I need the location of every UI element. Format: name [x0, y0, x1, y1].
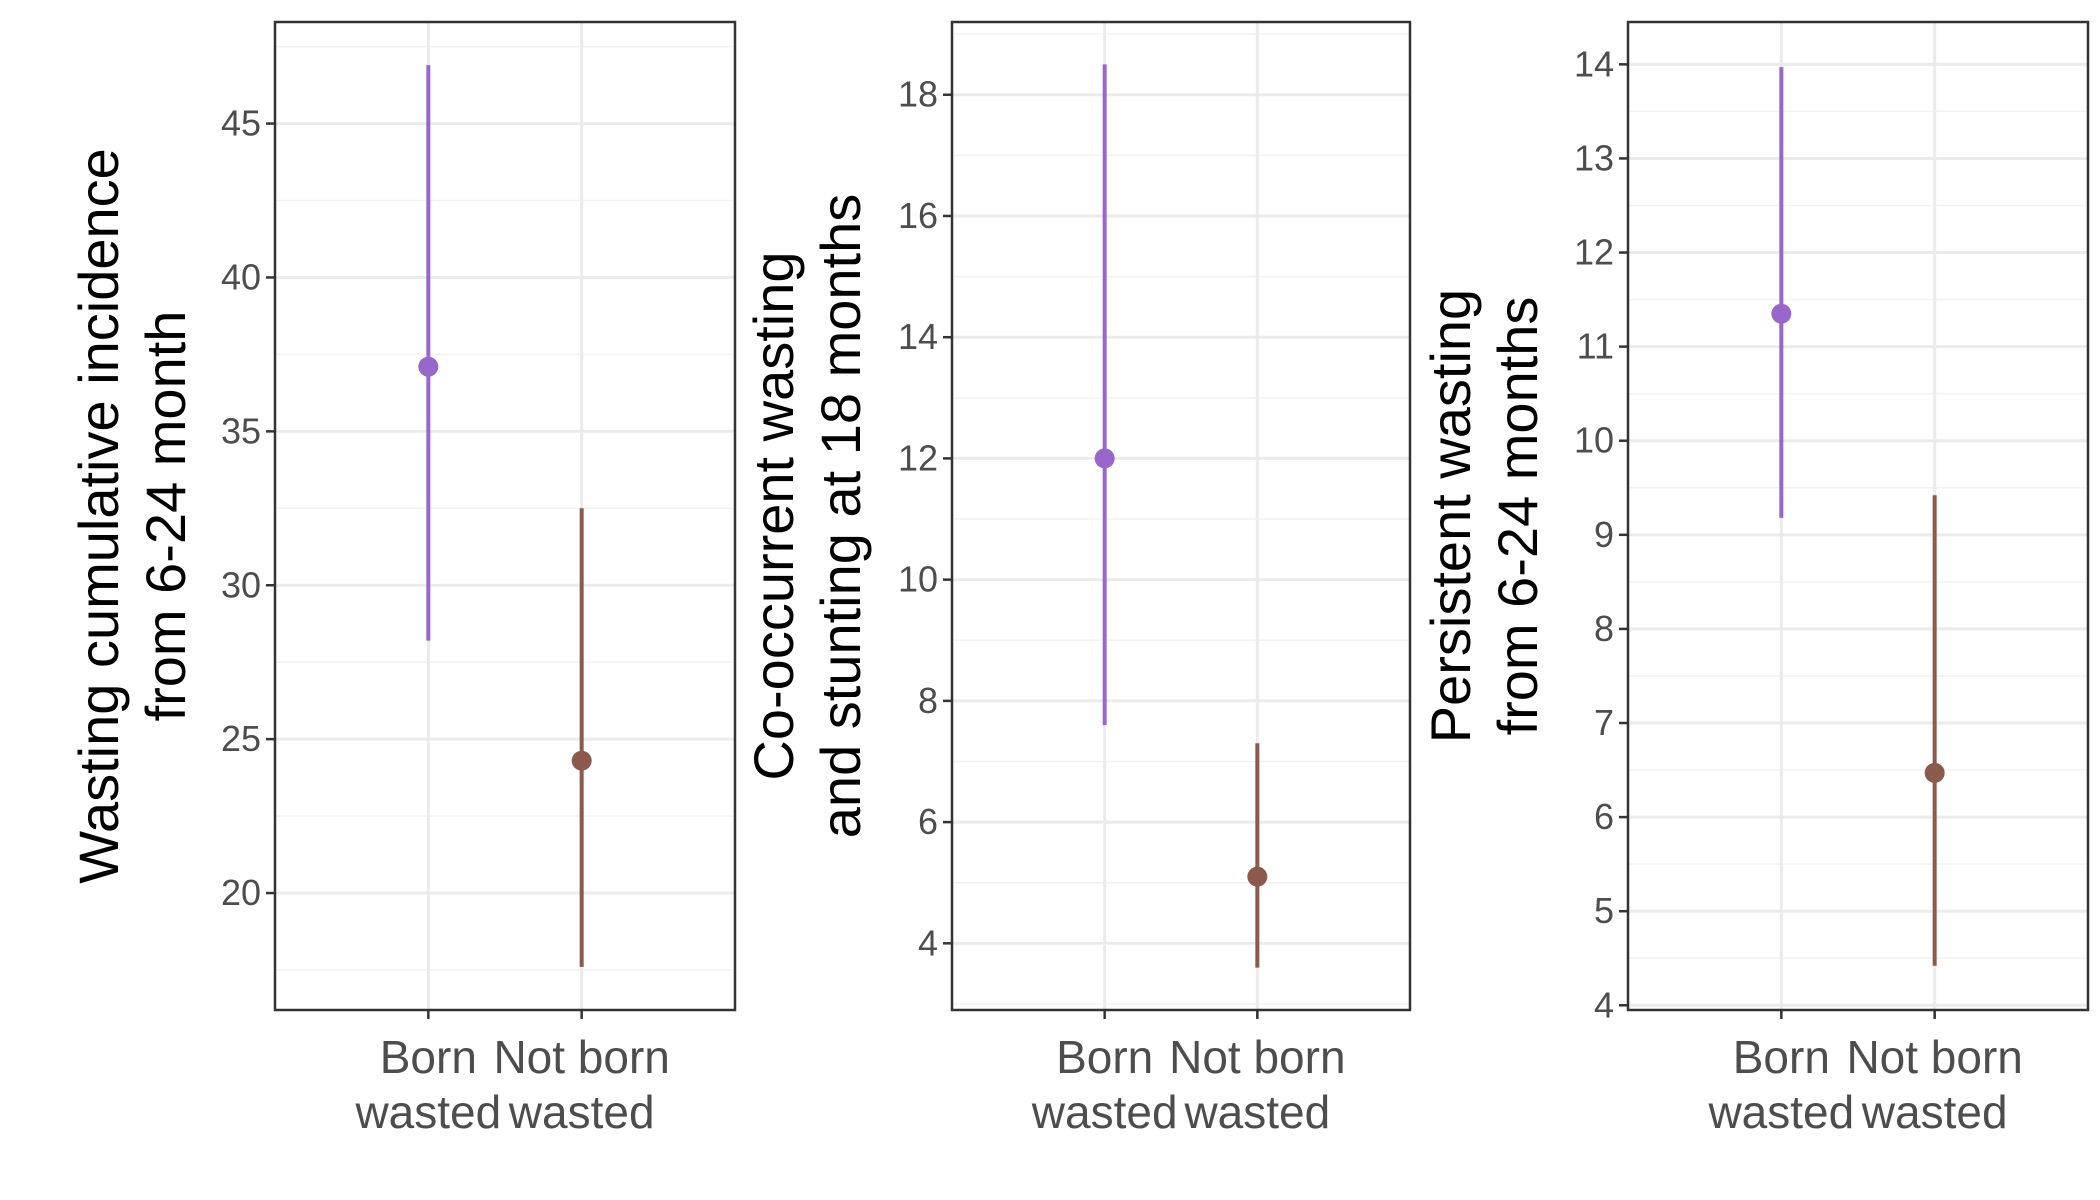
y-tick-label: 4: [1594, 984, 1614, 1025]
y-tick-label: 14: [898, 316, 938, 357]
y-tick-label: 40: [221, 256, 261, 297]
y-tick-label: 13: [1574, 137, 1614, 178]
x-category-label: Born wasted: [1707, 1031, 1854, 1138]
x-category-label: Not born wasted: [1846, 1031, 2022, 1138]
y-tick-label: 10: [1574, 420, 1614, 461]
y-axis-title: from 6-24 month: [134, 311, 197, 722]
y-tick-label: 7: [1594, 702, 1614, 743]
y-tick-label: 6: [1594, 796, 1614, 837]
estimate-point: [418, 356, 439, 377]
panel-border: [950, 20, 1412, 1012]
y-tick-label: 30: [221, 564, 261, 605]
y-tick-label: 5: [1594, 890, 1614, 931]
y-tick-label: 9: [1594, 514, 1614, 555]
y-tick-label: 6: [918, 801, 938, 842]
y-tick-label: 14: [1574, 43, 1614, 84]
y-tick-label: 11: [1577, 326, 1614, 367]
y-tick-label: 12: [898, 437, 938, 478]
y-axis-title: Persistent wasting: [1419, 289, 1482, 743]
panel-border: [273, 20, 737, 1012]
y-tick-label: 8: [918, 680, 938, 721]
panel-border: [1626, 20, 2090, 1012]
estimate-point: [571, 750, 592, 771]
estimate-point: [1247, 866, 1268, 887]
plot-background: [952, 22, 1410, 1010]
plot-background: [275, 22, 735, 1010]
y-tick-label: 25: [221, 718, 261, 759]
estimate-point: [1771, 303, 1792, 324]
y-tick-label: 4: [918, 922, 938, 963]
y-tick-label: 35: [221, 410, 261, 451]
x-category-label: Not born wasted: [493, 1031, 669, 1138]
y-axis-title: Co-occurrent wasting: [742, 251, 805, 780]
x-category-label: Born wasted: [354, 1031, 501, 1138]
y-axis-title: from 6-24 months: [1486, 297, 1549, 736]
y-tick-label: 18: [898, 74, 938, 115]
plot-background: [1628, 22, 2088, 1010]
y-tick-label: 10: [898, 559, 938, 600]
estimate-point: [1924, 762, 1945, 783]
y-tick-label: 12: [1574, 232, 1614, 273]
estimate-point: [1094, 448, 1115, 469]
y-tick-label: 16: [898, 195, 938, 236]
y-tick-label: 20: [221, 872, 261, 913]
y-tick-label: 45: [221, 103, 261, 144]
x-category-label: Born wasted: [1031, 1031, 1178, 1138]
y-axis-title: Wasting cumulative incidence: [67, 148, 130, 884]
y-axis-title: and stunting at 18 months: [809, 194, 872, 838]
x-category-label: Not born wasted: [1169, 1031, 1345, 1138]
y-tick-label: 8: [1594, 608, 1614, 649]
